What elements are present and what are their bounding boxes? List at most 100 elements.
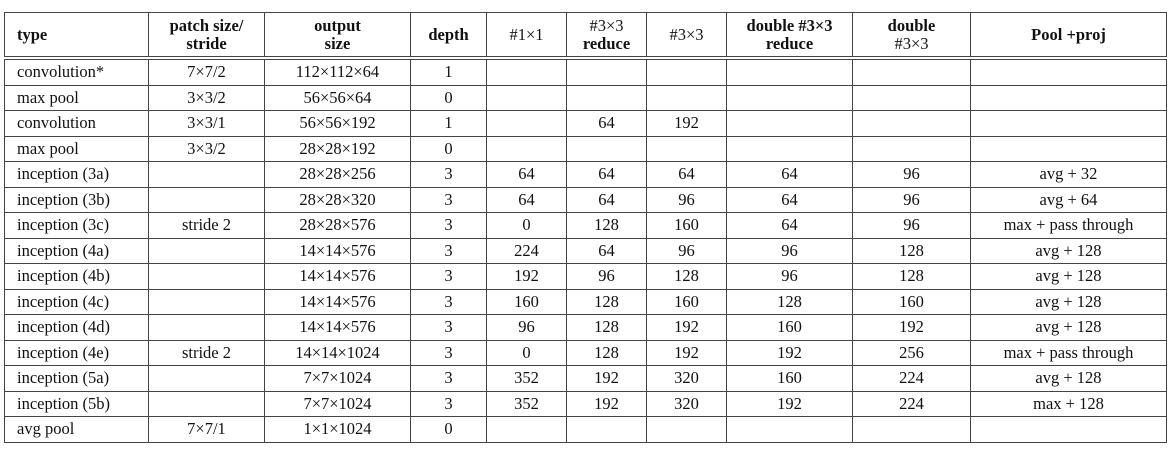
cell-type: inception (3c) (4, 212, 149, 239)
architecture-table: convolution* 7×7/2 112×112×64 1 max pool 3×3/… (4, 59, 1167, 443)
cell-pool-proj: max + pass through (970, 212, 1167, 239)
cell-pool-proj (970, 110, 1167, 137)
cell-1x1 (486, 416, 567, 443)
cell-type: max pool (4, 135, 149, 162)
cell-type: inception (5b) (4, 390, 149, 417)
cell-pool-proj: avg + 128 (970, 237, 1167, 264)
cell-depth: 3 (410, 263, 487, 290)
cell-patch-size-stride (148, 161, 265, 188)
cell-1x1: 0 (486, 212, 567, 239)
cell-1x1 (486, 59, 567, 86)
cell-3x3: 96 (646, 186, 727, 213)
cell-1x1: 224 (486, 237, 567, 264)
cell-patch-size-stride (148, 390, 265, 417)
table-row: max pool 3×3/2 28×28×192 0 (4, 135, 1167, 162)
cell-3x3: 320 (646, 365, 727, 392)
table-row: inception (5b) 7×7×1024 3 352 192 320 192 224 ma… (4, 390, 1167, 417)
cell-3x3 (646, 416, 727, 443)
cell-type: inception (3b) (4, 186, 149, 213)
cell-depth: 3 (410, 339, 487, 366)
cell-output-size: 1×1×1024 (264, 416, 411, 443)
cell-depth: 1 (410, 110, 487, 137)
cell-1x1: 160 (486, 288, 567, 315)
cell-output-size: 28×28×576 (264, 212, 411, 239)
cell-type: inception (4b) (4, 263, 149, 290)
cell-patch-size-stride: 3×3/1 (148, 110, 265, 137)
cell-double-3x3-reduce: 160 (726, 314, 853, 341)
cell-1x1 (486, 110, 567, 137)
header-text: depth (428, 24, 469, 44)
cell-3x3-reduce: 192 (566, 365, 647, 392)
cell-output-size: 14×14×576 (264, 237, 411, 264)
header-3x3: #3×3 (646, 12, 727, 57)
cell-pool-proj: avg + 64 (970, 186, 1167, 213)
header-text: Pool +proj (1031, 24, 1106, 44)
cell-depth: 0 (410, 416, 487, 443)
cell-patch-size-stride (148, 288, 265, 315)
cell-double-3x3-reduce (726, 84, 853, 111)
cell-patch-size-stride: 3×3/2 (148, 135, 265, 162)
cell-patch-size-stride (148, 365, 265, 392)
cell-1x1: 64 (486, 161, 567, 188)
cell-pool-proj (970, 416, 1167, 443)
header-1x1: #1×1 (486, 12, 567, 57)
cell-double-3x3: 256 (852, 339, 971, 366)
cell-3x3: 128 (646, 263, 727, 290)
header-text: output (314, 15, 361, 35)
header-text: reduce (582, 33, 631, 53)
cell-1x1: 352 (486, 390, 567, 417)
cell-pool-proj: avg + 128 (970, 288, 1167, 315)
table-row: inception (4e) stride 2 14×14×1024 3 0 128 192… (4, 339, 1167, 366)
cell-depth: 3 (410, 365, 487, 392)
cell-1x1: 0 (486, 339, 567, 366)
cell-patch-size-stride: stride 2 (148, 339, 265, 366)
cell-depth: 3 (410, 314, 487, 341)
cell-3x3-reduce: 128 (566, 314, 647, 341)
cell-type: inception (4a) (4, 237, 149, 264)
cell-double-3x3: 96 (852, 161, 971, 188)
table-header: type patch size/stride output size depth #1×1… (4, 12, 1167, 57)
header-3x3-reduce: #3×3 reduce (566, 12, 647, 57)
cell-type: inception (4d) (4, 314, 149, 341)
cell-double-3x3: 96 (852, 186, 971, 213)
cell-patch-size-stride (148, 263, 265, 290)
cell-output-size: 28×28×320 (264, 186, 411, 213)
cell-double-3x3-reduce (726, 416, 853, 443)
cell-double-3x3: 128 (852, 237, 971, 264)
table-row: avg pool 7×7/1 1×1×1024 0 (4, 416, 1167, 443)
cell-double-3x3: 128 (852, 263, 971, 290)
cell-3x3 (646, 59, 727, 86)
cell-type: inception (3a) (4, 161, 149, 188)
cell-depth: 3 (410, 186, 487, 213)
cell-3x3: 192 (646, 110, 727, 137)
cell-3x3-reduce: 96 (566, 263, 647, 290)
table-row: convolution 3×3/1 56×56×192 1 64 192 (4, 110, 1167, 137)
cell-type: inception (5a) (4, 365, 149, 392)
cell-double-3x3 (852, 135, 971, 162)
cell-3x3 (646, 135, 727, 162)
cell-pool-proj (970, 59, 1167, 86)
cell-3x3 (646, 84, 727, 111)
cell-3x3: 160 (646, 288, 727, 315)
cell-type: inception (4e) (4, 339, 149, 366)
cell-pool-proj: avg + 128 (970, 263, 1167, 290)
header-text: reduce (765, 33, 814, 53)
cell-3x3-reduce: 192 (566, 390, 647, 417)
cell-double-3x3-reduce: 96 (726, 263, 853, 290)
header-text: patch size/ (169, 15, 244, 35)
cell-3x3-reduce (566, 59, 647, 86)
cell-patch-size-stride: 7×7/1 (148, 416, 265, 443)
cell-double-3x3: 160 (852, 288, 971, 315)
cell-type: inception (4c) (4, 288, 149, 315)
header-text: #3×3 (589, 15, 624, 35)
cell-3x3: 96 (646, 237, 727, 264)
cell-3x3: 192 (646, 339, 727, 366)
cell-3x3-reduce: 64 (566, 110, 647, 137)
cell-output-size: 28×28×192 (264, 135, 411, 162)
cell-3x3: 192 (646, 314, 727, 341)
cell-depth: 0 (410, 84, 487, 111)
cell-3x3: 160 (646, 212, 727, 239)
header-depth: depth (410, 12, 487, 57)
cell-pool-proj: avg + 128 (970, 314, 1167, 341)
cell-double-3x3: 96 (852, 212, 971, 239)
